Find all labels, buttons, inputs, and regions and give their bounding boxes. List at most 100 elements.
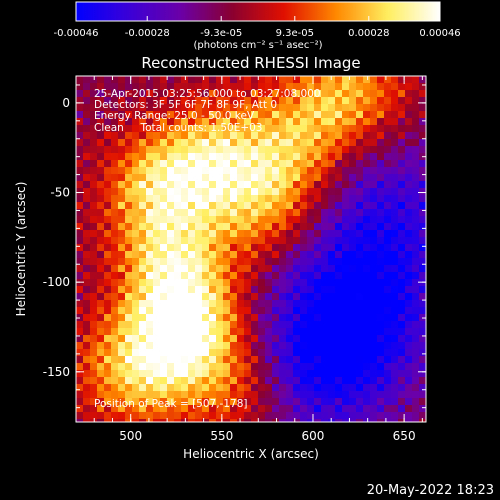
x-axis-ticks: 500 550 600 650 — [75, 76, 423, 443]
heatmap-cell — [132, 181, 140, 189]
heatmap-cell — [83, 321, 91, 329]
heatmap-cell — [377, 412, 385, 420]
heatmap-cell — [139, 377, 147, 385]
heatmap-cell — [90, 83, 98, 91]
heatmap-cell — [342, 412, 350, 420]
heatmap-cell — [342, 265, 350, 273]
heatmap-cell — [314, 356, 322, 364]
heatmap-cell — [391, 111, 399, 119]
heatmap-cell — [265, 272, 273, 280]
heatmap-cell — [384, 251, 392, 259]
heatmap-cell — [412, 293, 420, 301]
heatmap-cell — [153, 167, 161, 175]
heatmap-cell — [251, 265, 259, 273]
heatmap-cell — [181, 104, 189, 112]
heatmap-cell — [223, 293, 231, 301]
heatmap-cell — [349, 97, 357, 105]
heatmap-cell — [139, 223, 147, 231]
heatmap-cell — [279, 328, 287, 336]
heatmap-cell — [412, 167, 420, 175]
heatmap-cell — [83, 139, 91, 147]
heatmap-cell — [174, 342, 182, 350]
heatmap-cell — [363, 76, 371, 84]
heatmap-cell — [398, 90, 406, 98]
heatmap-cell — [251, 125, 259, 133]
heatmap-cell — [377, 83, 385, 91]
x-tick-label: 500 — [119, 429, 142, 443]
heatmap-cell — [167, 356, 175, 364]
heatmap-cell — [139, 314, 147, 322]
footer-date: 20-May-2022 18:23 — [366, 483, 494, 498]
heatmap-cell — [160, 188, 168, 196]
heatmap-cell — [349, 321, 357, 329]
heatmap-cell — [286, 174, 294, 182]
heatmap-cell — [153, 146, 161, 154]
heatmap-cell — [384, 209, 392, 217]
heatmap-cell — [314, 405, 322, 413]
annotation-clean-counts: Clean Total counts: 1.50E+03 — [94, 122, 263, 134]
heatmap-cell — [265, 279, 273, 287]
heatmap-cell — [195, 237, 203, 245]
heatmap-cell — [146, 335, 154, 343]
heatmap-cell — [349, 314, 357, 322]
heatmap-cell — [244, 342, 252, 350]
heatmap-cell — [202, 398, 210, 406]
heatmap-cell — [90, 230, 98, 238]
heatmap-cell — [181, 370, 189, 378]
heatmap-cell — [405, 153, 413, 161]
heatmap-cell — [307, 419, 315, 422]
heatmap-cell — [230, 265, 238, 273]
heatmap-cell — [279, 188, 287, 196]
heatmap-cell — [174, 118, 182, 126]
heatmap-cell — [412, 97, 420, 105]
heatmap-cell — [356, 104, 364, 112]
heatmap-cell — [342, 377, 350, 385]
heatmap-cell — [83, 391, 91, 399]
heatmap-cell — [202, 181, 210, 189]
heatmap-cell — [223, 97, 231, 105]
heatmap-cell — [251, 223, 259, 231]
heatmap-cell — [300, 335, 308, 343]
heatmap-cell — [356, 181, 364, 189]
heatmap-cell — [391, 363, 399, 371]
heatmap-cell — [265, 314, 273, 322]
heatmap-cell — [76, 125, 84, 133]
heatmap-cell — [146, 405, 154, 413]
heatmap-cell — [272, 391, 280, 399]
heatmap-cell — [132, 272, 140, 280]
heatmap-cell — [223, 230, 231, 238]
heatmap-cell — [272, 265, 280, 273]
heatmap-cell — [356, 384, 364, 392]
heatmap-cell — [160, 167, 168, 175]
heatmap-cell — [335, 251, 343, 259]
heatmap-cell — [377, 419, 385, 422]
heatmap-cell — [195, 363, 203, 371]
heatmap-cell — [342, 405, 350, 413]
heatmap-cell — [139, 132, 147, 140]
heatmap-cell — [328, 153, 336, 161]
heatmap-cell — [237, 307, 245, 315]
peak-position-label: Position of Peak = [507,-178] — [94, 398, 248, 410]
y-axis-label: Heliocentric Y (arcsec) — [14, 182, 28, 317]
heatmap-cell — [293, 244, 301, 252]
heatmap-cell — [258, 83, 266, 91]
heatmap-cell — [328, 370, 336, 378]
heatmap-cell — [195, 279, 203, 287]
heatmap-cell — [335, 356, 343, 364]
heatmap-cell — [363, 125, 371, 133]
heatmap-cell — [202, 230, 210, 238]
heatmap-cell — [202, 174, 210, 182]
heatmap-cell — [188, 188, 196, 196]
heatmap-cell — [153, 258, 161, 266]
heatmap-cell — [230, 118, 238, 126]
heatmap-cell — [335, 223, 343, 231]
heatmap-cell — [300, 377, 308, 385]
heatmap-cell — [111, 251, 119, 259]
heatmap-cell — [216, 370, 224, 378]
heatmap-cell — [167, 272, 175, 280]
heatmap-cell — [223, 223, 231, 231]
heatmap-cell — [300, 174, 308, 182]
heatmap-cell — [405, 167, 413, 175]
heatmap-cell — [160, 146, 168, 154]
heatmap-cell — [146, 328, 154, 336]
